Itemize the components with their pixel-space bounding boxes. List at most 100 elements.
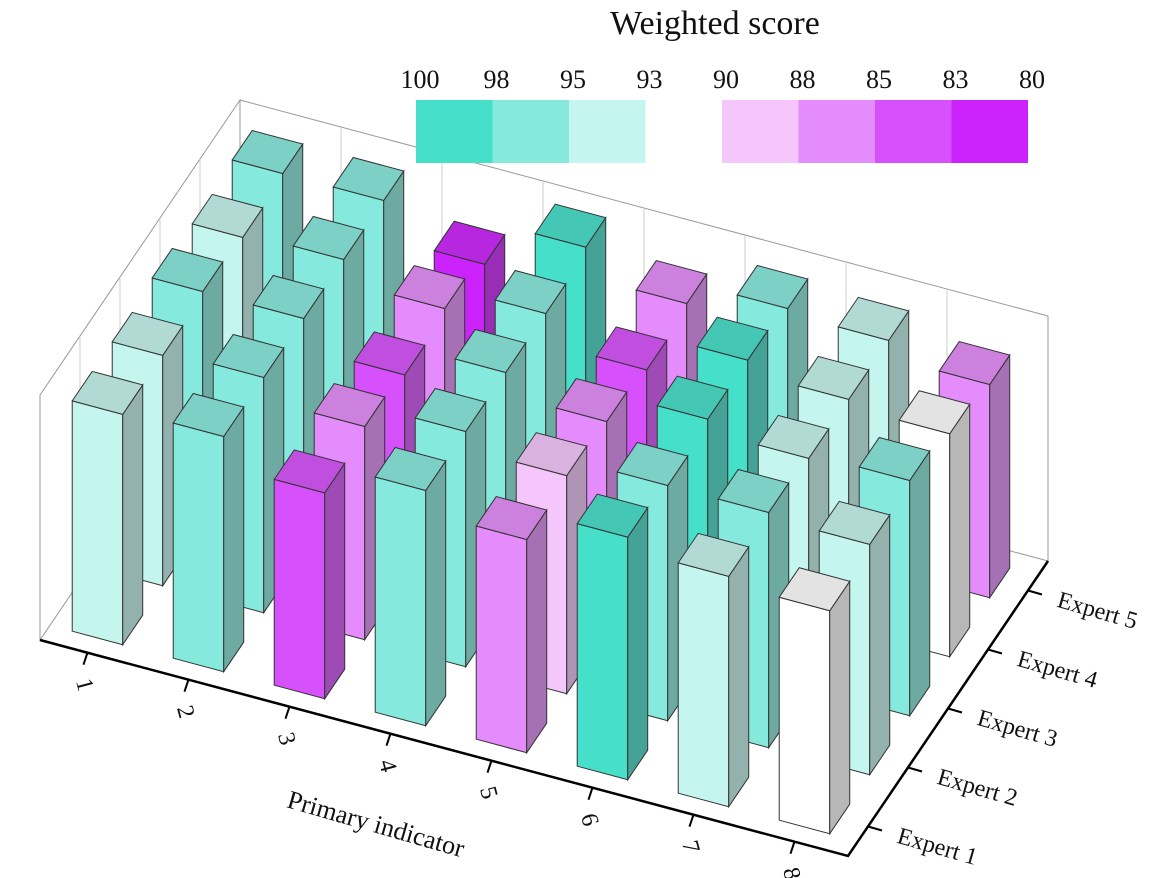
- legend-swatch: [951, 100, 1028, 163]
- bar: [172, 392, 245, 674]
- x-tick-label: 6: [575, 811, 603, 829]
- legend-tick-label: 100: [401, 65, 440, 94]
- bar-front: [576, 522, 629, 781]
- bar-top: [475, 495, 548, 541]
- bar-top: [494, 269, 567, 315]
- bar-top: [515, 432, 588, 477]
- x-tick: [82, 652, 89, 666]
- y-tick: [867, 825, 883, 832]
- bar-front: [273, 478, 326, 700]
- bar-side: [526, 508, 548, 755]
- legend-tick-label: 90: [713, 65, 739, 94]
- y-tick: [987, 648, 1003, 655]
- legend-tick-label: 80: [1019, 65, 1045, 94]
- bar-top: [414, 387, 487, 433]
- bar-top: [938, 340, 1011, 386]
- bar-front: [778, 596, 831, 835]
- bar-top: [837, 296, 910, 341]
- legend-tick-label: 95: [560, 65, 586, 94]
- bar: [778, 567, 851, 836]
- legend-tick-label: 83: [943, 65, 969, 94]
- legend-tick-label: 88: [790, 65, 816, 94]
- bar-top: [231, 129, 304, 175]
- bar: [576, 493, 649, 782]
- x-tick: [486, 760, 493, 774]
- bar-top: [111, 311, 184, 356]
- x-tick-label: 2: [171, 703, 199, 721]
- bar-side: [223, 405, 245, 674]
- bar-top: [151, 247, 224, 293]
- bar-top: [252, 274, 325, 320]
- x-tick: [688, 814, 695, 828]
- bar-top: [898, 390, 971, 435]
- bar-top: [595, 326, 668, 371]
- legend-tick-label: 85: [866, 65, 892, 94]
- legend-swatch: [798, 100, 875, 163]
- bar-top: [656, 375, 729, 420]
- bar-top: [534, 203, 607, 248]
- bar-side: [949, 402, 971, 659]
- bar: [273, 449, 346, 701]
- bar-top: [212, 333, 285, 379]
- x-tick-label: 3: [272, 730, 300, 748]
- series-label: Expert 5: [1054, 587, 1140, 635]
- bar-side: [989, 353, 1011, 600]
- x-tick: [385, 733, 392, 747]
- bar-front: [172, 422, 225, 673]
- bar-top: [454, 328, 527, 374]
- bar-side: [627, 506, 649, 782]
- bar: [374, 446, 447, 728]
- legend-swatch: [722, 100, 799, 163]
- series-label: Expert 3: [974, 705, 1060, 753]
- bar-side: [425, 459, 447, 728]
- legend-tick-label: 93: [637, 65, 663, 94]
- bar-side: [909, 449, 931, 718]
- bar-top: [635, 259, 708, 305]
- bar-top: [313, 382, 386, 428]
- x-tick: [789, 841, 796, 855]
- x-tick: [284, 706, 291, 720]
- bar-top: [353, 331, 426, 376]
- bar-top: [736, 264, 809, 310]
- y-tick: [947, 707, 963, 714]
- bars: [71, 129, 1011, 836]
- bar-side: [829, 579, 851, 836]
- bar-top: [393, 264, 466, 310]
- x-tick-label: 8: [777, 865, 805, 878]
- bar-top: [292, 215, 365, 261]
- bar-front: [475, 525, 528, 754]
- axis-line: [39, 560, 1050, 858]
- y-tick: [907, 766, 923, 773]
- bar-front: [677, 562, 730, 808]
- x-tick: [587, 787, 594, 801]
- x-tick-label: 1: [70, 676, 98, 694]
- chart-title: Weighted score: [610, 5, 820, 42]
- legend-swatch: [645, 100, 722, 163]
- bar-top: [797, 355, 870, 400]
- bar-top: [172, 392, 245, 438]
- bar-top: [696, 316, 769, 361]
- legend-tick-label: 98: [484, 65, 510, 94]
- bar: [475, 495, 548, 755]
- bar-side: [728, 545, 750, 809]
- x-axis-label: Primary indicator: [284, 785, 468, 863]
- bar-top: [374, 446, 447, 492]
- bar-top: [677, 532, 750, 577]
- series-label: Expert 4: [1014, 646, 1100, 694]
- x-tick: [183, 679, 190, 693]
- series-label: Expert 2: [934, 764, 1020, 812]
- bar: [677, 532, 750, 809]
- bar-top: [332, 156, 405, 202]
- legend-swatch: [492, 100, 569, 163]
- legend-swatch: [569, 100, 646, 163]
- bar-top: [191, 193, 264, 238]
- bar-top: [71, 370, 144, 415]
- bar-top: [757, 414, 830, 459]
- bar-top: [433, 220, 506, 265]
- bar-top: [717, 468, 790, 514]
- bar-top: [555, 377, 628, 423]
- bar: [71, 370, 144, 647]
- bar-top: [616, 441, 689, 487]
